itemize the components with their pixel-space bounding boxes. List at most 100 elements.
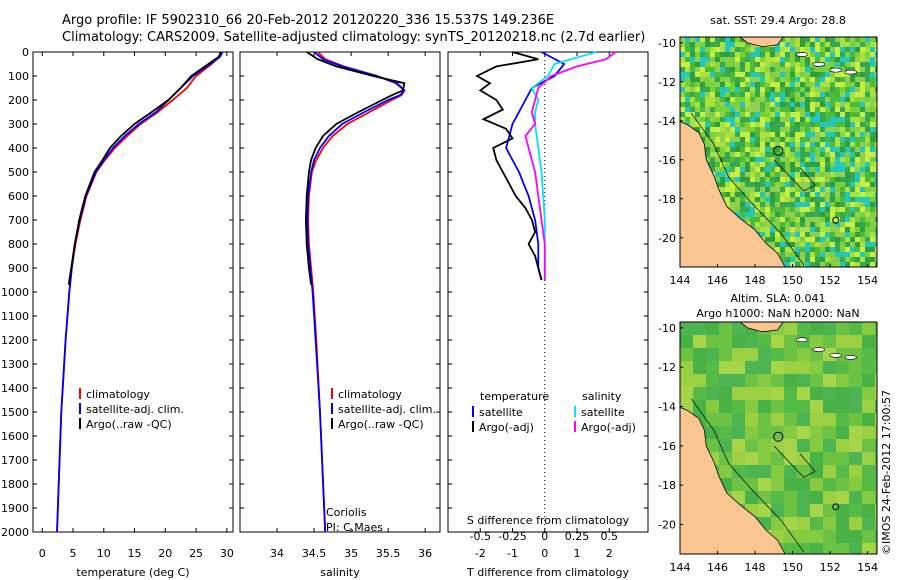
map-cell [875,322,877,335]
map-cell [760,102,765,107]
map-cell [800,132,805,137]
map-cell [805,127,810,132]
map-cell [875,192,877,197]
map-cell [860,147,865,152]
map-cell [725,117,730,122]
map-cell [800,142,805,147]
map-cell [740,52,745,57]
map-cell [758,374,771,387]
map-cell [875,137,877,142]
map-cell [758,478,771,491]
map-cell [730,137,735,142]
map-cell [860,67,865,72]
map-cell [800,227,805,232]
map-1-content [680,37,877,267]
map-cell [715,92,720,97]
map-cell [785,42,790,47]
map-cell [855,82,860,87]
map-cell [690,102,695,107]
map-cell [810,97,815,102]
map-cell [805,132,810,137]
map-cell [732,335,745,348]
map-cell [875,491,877,504]
map-cell [860,37,865,42]
map-cell [800,72,805,77]
map-cell [755,157,760,162]
map-cell [715,117,720,122]
map-cell [810,517,823,530]
map-cell [810,37,815,42]
map-cell [855,157,860,162]
map-cell [820,132,825,137]
map-cell [810,237,815,242]
map-cell [870,172,875,177]
map-cell [830,127,835,132]
map-cell [780,42,785,47]
map-cell [790,252,795,257]
map-cell [820,47,825,52]
map-cell [875,222,877,227]
map-cell [720,182,725,187]
map-cell [795,62,800,67]
credit-stamp: ©IMOS 24-Feb-2012 17:00:57 [880,389,893,555]
map-cell [870,82,875,87]
s-diff-tick-label: -0.25 [498,530,526,543]
map-cell [850,142,855,147]
map-cell [775,182,780,187]
map-cell [785,182,790,187]
map-cell [855,147,860,152]
map-cell [715,137,720,142]
map-cell [725,107,730,112]
map-cell [690,122,695,127]
map-cell [823,491,836,504]
map-cell [740,102,745,107]
map-cell [710,122,715,127]
map-cell [860,42,865,47]
map-cell [760,82,765,87]
map-cell [785,77,790,82]
map-cell [770,107,775,112]
y-tick-label: 2000 [1,526,29,539]
map-cell [830,112,835,117]
map-cell [750,207,755,212]
map-cell [855,242,860,247]
map-cell [785,232,790,237]
map-cell [835,127,840,132]
map-cell [771,517,784,530]
map-cell [825,232,830,237]
map-cell [862,465,875,478]
map-cell [780,162,785,167]
map-cell [835,187,840,192]
map-cell [862,530,875,543]
map-cell [870,242,875,247]
map-cell [784,426,797,439]
map-cell [745,137,750,142]
map-cell [815,222,820,227]
map-cell [685,52,690,57]
map-cell [840,242,845,247]
map-cell [765,72,770,77]
map-cell [780,252,785,257]
map-cell [725,112,730,117]
map-cell [755,212,760,217]
map-cell [745,192,750,197]
map-cell [830,152,835,157]
map-cell [790,157,795,162]
map-cell [780,97,785,102]
map-cell [865,157,870,162]
map-cell [725,187,730,192]
map-cell [820,77,825,82]
map-y-tick-label: -12 [658,76,676,89]
map-cell [785,132,790,137]
map-cell [865,242,870,247]
map-cell [785,222,790,227]
map-cell [785,112,790,117]
map-cell [780,182,785,187]
map-cell [875,87,877,92]
map-cell [784,491,797,504]
map-cell [855,67,860,72]
map-cell [790,137,795,142]
map-cell [810,157,815,162]
map-cell [790,257,795,262]
map-cell [755,92,760,97]
